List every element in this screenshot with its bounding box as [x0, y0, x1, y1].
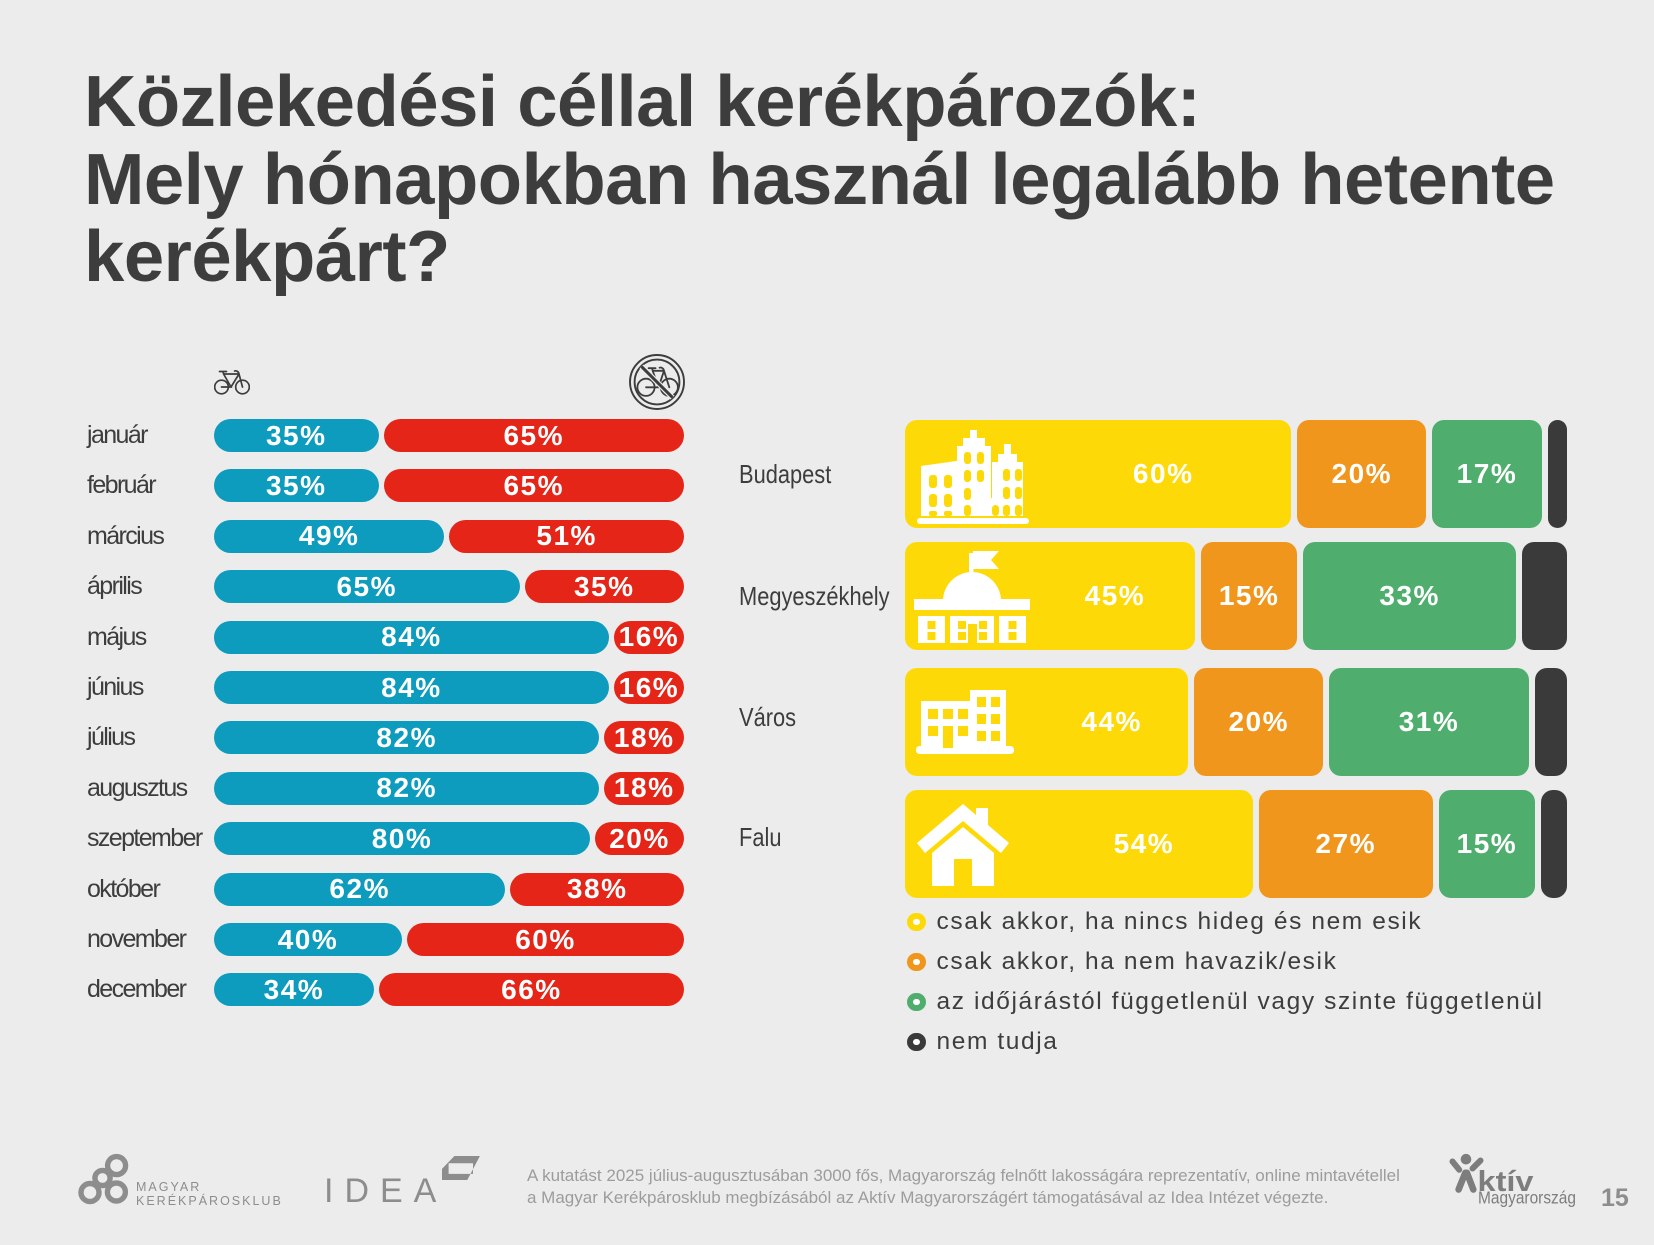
svg-text:Magyarország: Magyarország — [1478, 1188, 1576, 1208]
svg-text:ktív: ktív — [1478, 1166, 1534, 1198]
